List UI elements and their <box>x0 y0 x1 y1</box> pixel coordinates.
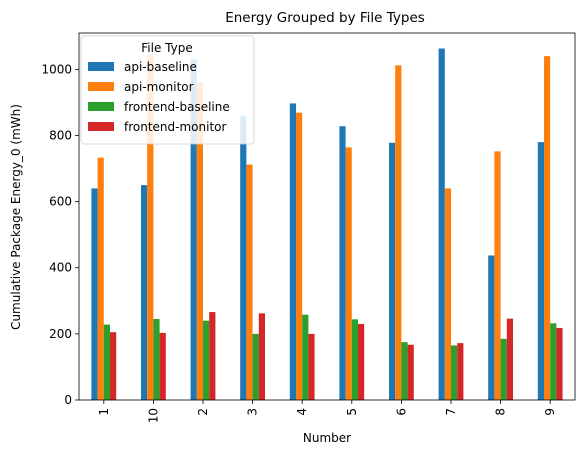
x-tick-label: 2 <box>196 408 210 416</box>
bar-frontend-baseline-8 <box>500 338 507 400</box>
bar-frontend-monitor-6 <box>407 344 414 400</box>
bar-frontend-monitor-3 <box>258 313 265 400</box>
bar-api-baseline-10 <box>141 185 148 400</box>
bar-api-baseline-5 <box>339 126 346 401</box>
x-axis-ticks: 1 10 2 3 4 5 6 7 8 9 <box>97 400 557 423</box>
legend-items: api-baseline api-monitor frontend-baseline… <box>88 60 230 134</box>
bar-api-monitor-2 <box>196 82 203 400</box>
bar-frontend-monitor-9 <box>556 327 563 400</box>
bar-api-monitor-4 <box>296 112 303 401</box>
bar-api-baseline-3 <box>240 115 247 400</box>
x-tick-label: 7 <box>444 408 458 416</box>
bar-api-monitor-3 <box>246 164 253 400</box>
x-axis-label: Number <box>303 431 351 445</box>
bar-api-baseline-1 <box>91 188 98 400</box>
legend-title: File Type <box>141 41 192 55</box>
x-tick-label: 5 <box>345 408 359 416</box>
bar-api-baseline-4 <box>289 103 296 401</box>
x-tick-label: 6 <box>394 408 408 416</box>
legend-label-api-monitor: api-monitor <box>124 80 194 94</box>
bar-frontend-baseline-3 <box>252 333 259 400</box>
bar-frontend-monitor-10 <box>159 332 166 400</box>
y-tick-label: 400 <box>49 261 72 275</box>
bar-api-monitor-8 <box>494 151 501 400</box>
bar-frontend-baseline-5 <box>351 319 358 400</box>
bar-api-baseline-9 <box>537 142 544 401</box>
bar-api-monitor-1 <box>97 157 104 400</box>
bar-api-monitor-5 <box>345 147 352 400</box>
x-tick-label: 1 <box>97 408 111 416</box>
bar-frontend-baseline-7 <box>451 345 458 400</box>
bar-frontend-baseline-1 <box>103 324 110 400</box>
bar-frontend-monitor-8 <box>506 318 513 400</box>
y-tick-label: 1000 <box>41 62 72 76</box>
y-tick-label: 800 <box>49 128 72 142</box>
bar-frontend-monitor-7 <box>457 343 464 400</box>
bar-api-baseline-8 <box>488 255 495 400</box>
legend-swatch-frontend-baseline <box>88 102 114 111</box>
legend-swatch-frontend-monitor <box>88 122 114 131</box>
legend-label-api-baseline: api-baseline <box>124 60 197 74</box>
x-tick-label: 8 <box>494 408 508 416</box>
y-tick-label: 600 <box>49 195 72 209</box>
bar-frontend-baseline-9 <box>550 323 557 400</box>
x-tick-label: 3 <box>246 408 260 416</box>
bar-frontend-baseline-4 <box>302 314 309 400</box>
legend-label-frontend-baseline: frontend-baseline <box>124 100 230 114</box>
y-axis-label: Cumulative Package Energy_0 (mWh) <box>9 104 23 330</box>
chart-title: Energy Grouped by File Types <box>225 10 425 26</box>
x-tick-label: 4 <box>295 408 309 416</box>
bar-frontend-monitor-5 <box>358 323 365 400</box>
bar-frontend-baseline-2 <box>203 320 210 400</box>
legend-swatch-api-baseline <box>88 62 114 71</box>
plot-frame <box>78 32 576 401</box>
x-tick-label: 9 <box>543 408 557 416</box>
bar-api-monitor-6 <box>395 65 402 401</box>
bar-api-monitor-7 <box>444 188 451 400</box>
bar-frontend-monitor-1 <box>110 332 117 400</box>
legend-box <box>80 35 255 145</box>
bar-api-monitor-9 <box>544 56 551 400</box>
bar-api-baseline-6 <box>389 142 396 400</box>
y-tick-label: 0 <box>64 393 72 407</box>
bars-group <box>91 48 563 401</box>
bar-api-baseline-2 <box>190 59 197 400</box>
y-tick-label: 200 <box>49 327 72 341</box>
bar-api-monitor-10 <box>147 54 154 401</box>
bar-frontend-monitor-2 <box>209 312 216 400</box>
legend-swatch-api-monitor <box>88 82 114 91</box>
legend: File Type api-baseline api-monitor fronten… <box>80 35 255 145</box>
bar-frontend-baseline-6 <box>401 342 408 400</box>
bar-frontend-baseline-10 <box>153 319 160 400</box>
x-tick-label: 10 <box>146 408 160 423</box>
bar-frontend-monitor-4 <box>308 333 315 400</box>
bar-api-baseline-7 <box>438 48 445 400</box>
legend-label-frontend-monitor: frontend-monitor <box>124 120 227 134</box>
y-axis-ticks: 0 200 400 600 800 1000 <box>41 62 79 407</box>
